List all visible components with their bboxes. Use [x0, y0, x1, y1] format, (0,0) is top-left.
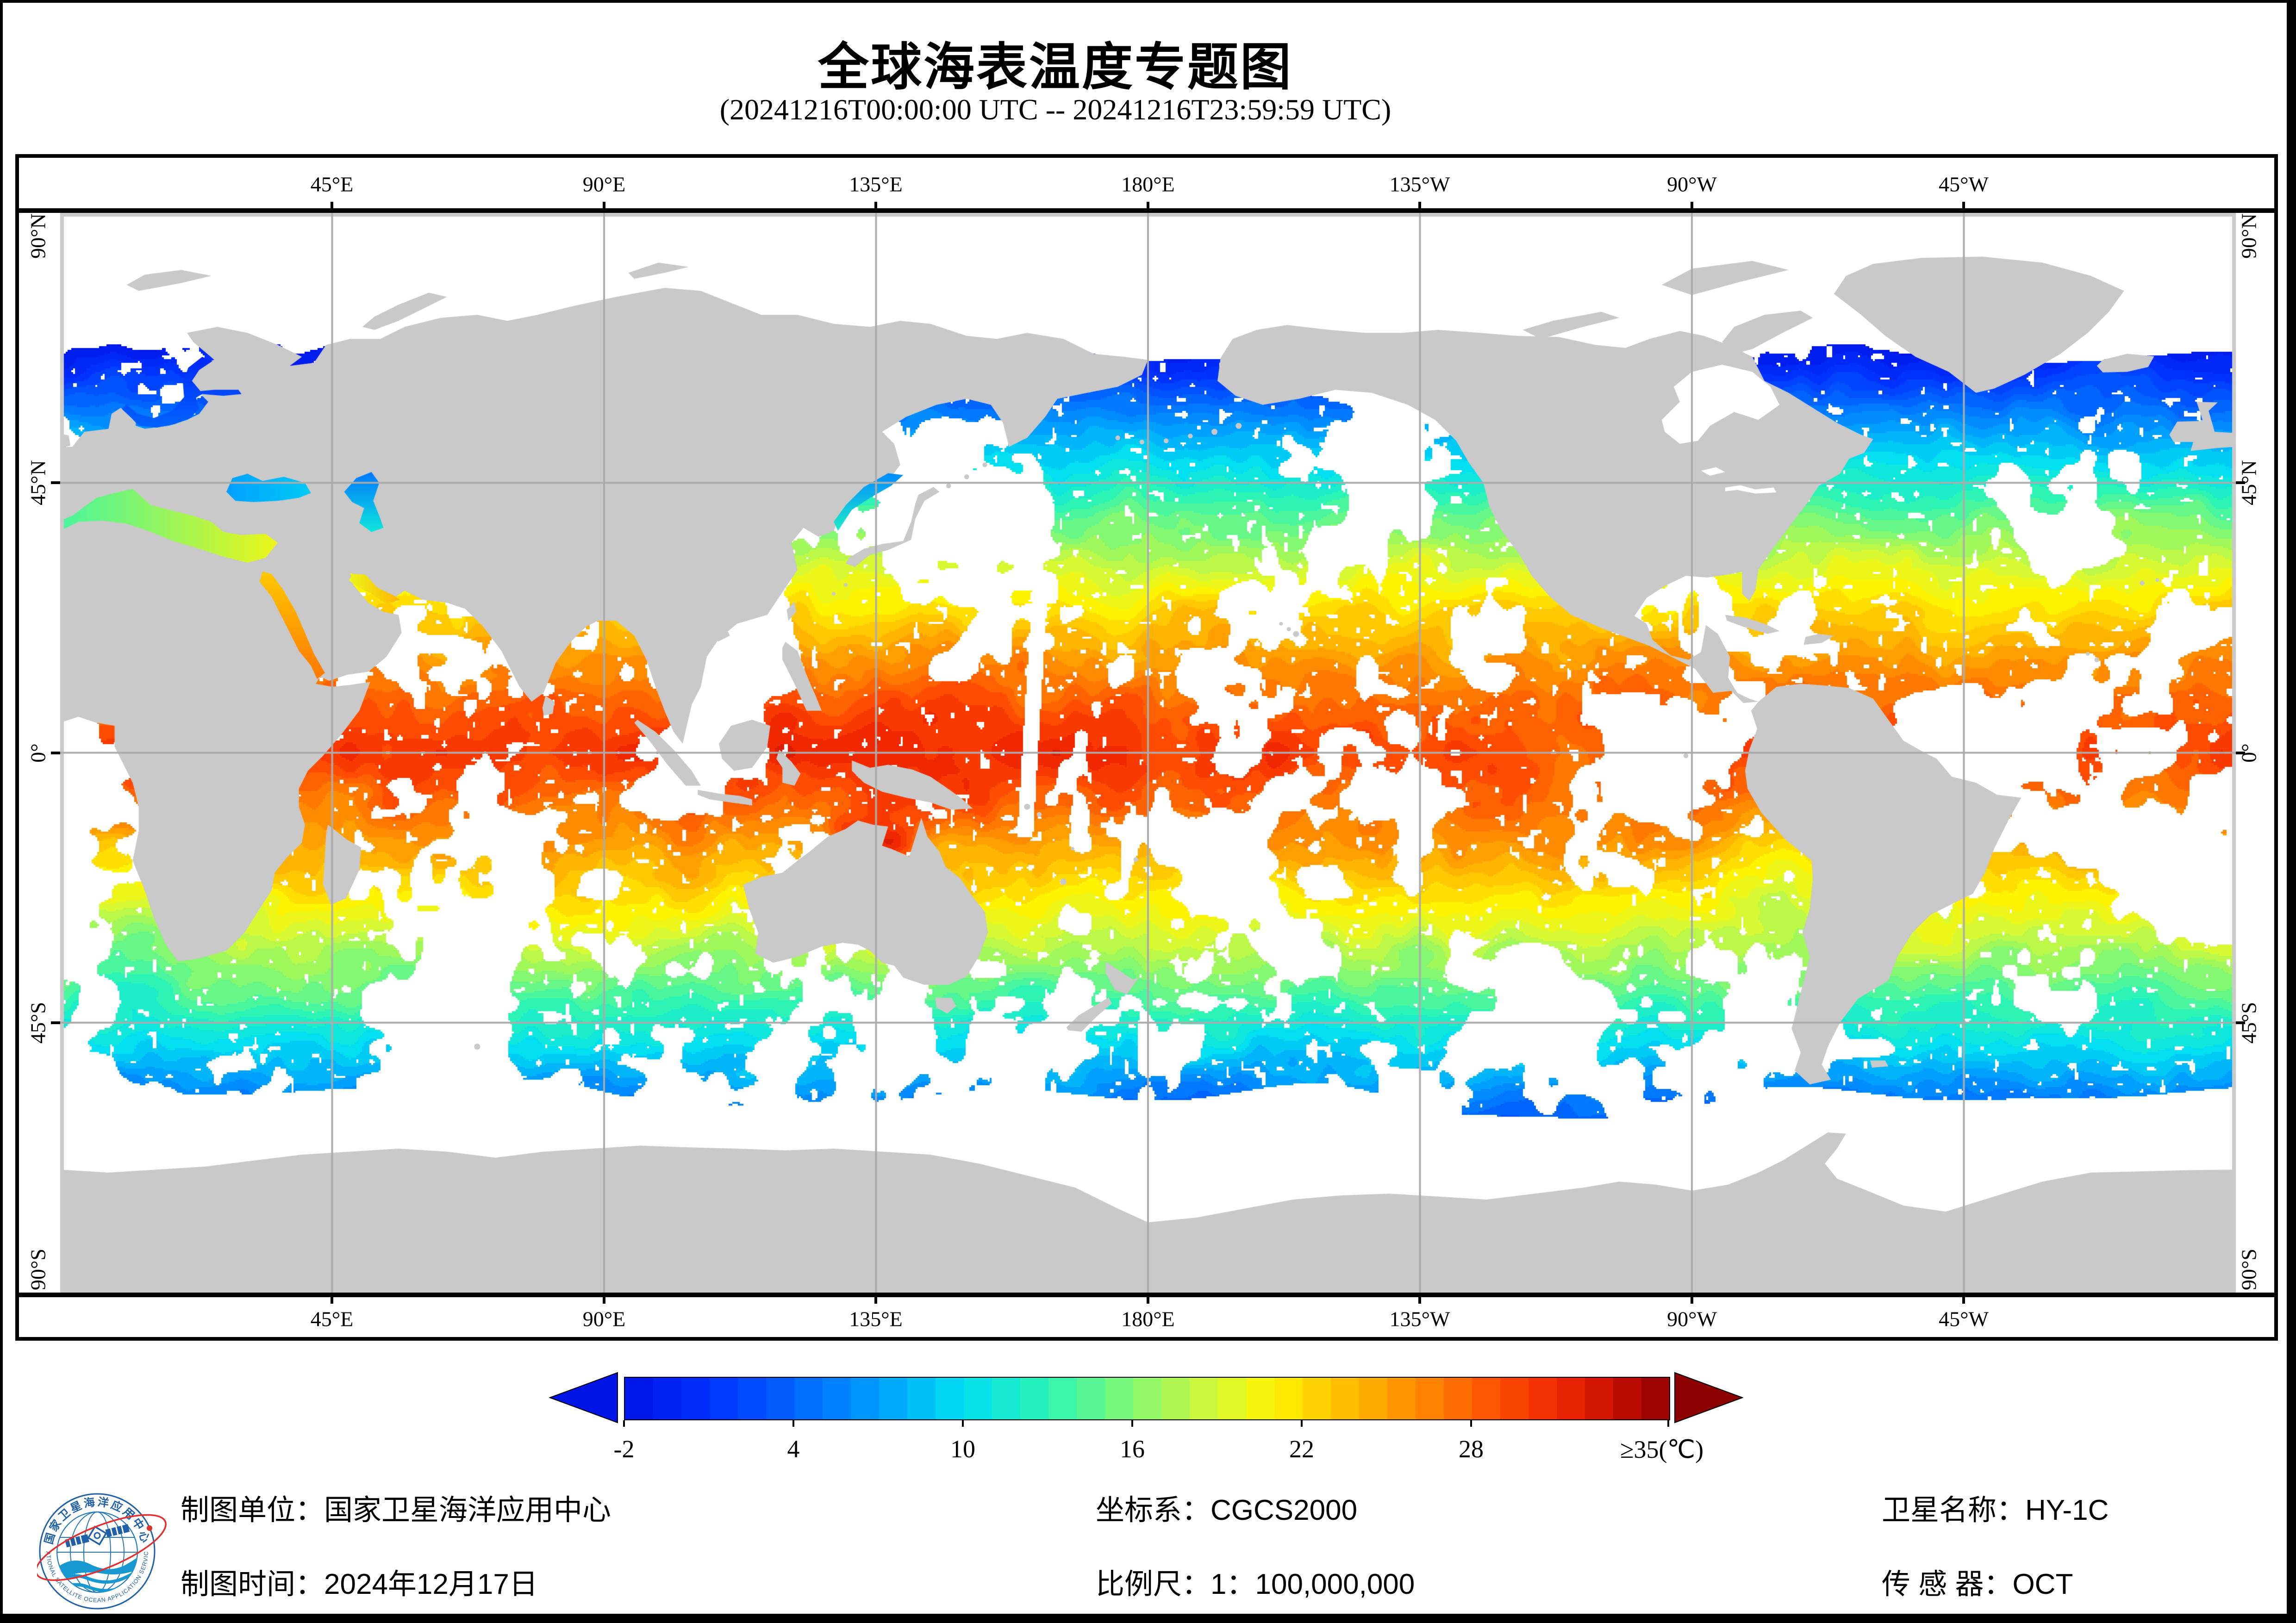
- tick-bot-45w: [1962, 1297, 1965, 1304]
- cbar-label-minus2: -2: [613, 1435, 635, 1463]
- colorbar-gradient: [624, 1377, 1670, 1420]
- cbar-label-ge35: ≥35(℃): [1620, 1436, 1704, 1463]
- cbar-label-16: 16: [1120, 1435, 1145, 1463]
- page-border-right: [2287, 0, 2296, 1623]
- cbar-tick-2: [962, 1420, 964, 1427]
- lon-label-top-135e: 135°E: [849, 172, 903, 196]
- lon-label-bot-45e: 45°E: [310, 1307, 354, 1331]
- page-subtitle: (20241216T00:00:00 UTC -- 20241216T23:59…: [719, 93, 1391, 126]
- tick-bot-135w: [1418, 1297, 1421, 1304]
- logo-wave-2: [56, 1568, 138, 1584]
- tick-top-45w: [1962, 202, 1965, 208]
- cbar-tick-5: [1470, 1420, 1472, 1427]
- lon-label-top-90w: 90°W: [1667, 172, 1717, 196]
- lon-label-bot-90w: 90°W: [1667, 1307, 1717, 1331]
- cbar-tick-0: [623, 1420, 625, 1427]
- tick-top-90w: [1691, 202, 1693, 208]
- footer-org-label: 制图单位：国家卫星海洋应用中心: [181, 1494, 611, 1526]
- footer-time-label: 制图时间：2024年12月17日: [181, 1568, 538, 1600]
- page-border-left: [0, 0, 3, 1623]
- lat-label-left-45s: 45°S: [26, 1002, 50, 1044]
- logo-orbit: [37, 1514, 167, 1581]
- page-border-top: [0, 0, 2296, 3]
- cbar-label-28: 28: [1459, 1435, 1484, 1463]
- lat-label-left-0: 0°: [26, 743, 50, 763]
- lon-label-top-135w: 135°W: [1389, 172, 1450, 196]
- lat-label-left-90s: 90°S: [26, 1249, 50, 1290]
- tick-bot-180e: [1147, 1297, 1149, 1304]
- lon-label-bot-90e: 90°E: [582, 1307, 626, 1331]
- colorbar-right-arrow-icon: [1674, 1372, 1743, 1424]
- footer-sensor-label: 传 感 器：OCT: [1882, 1568, 2073, 1600]
- page-title: 全球海表温度专题图: [818, 39, 1293, 96]
- cbar-tick-3: [1131, 1420, 1133, 1427]
- lat-label-right-90n: 90°N: [2237, 213, 2261, 259]
- lon-label-top-45e: 45°E: [310, 172, 354, 196]
- cbar-tick-6: [1667, 1420, 1669, 1427]
- tick-bot-45e: [331, 1297, 333, 1304]
- lon-label-bot-45w: 45°W: [1939, 1307, 1989, 1331]
- lon-label-top-45w: 45°W: [1939, 172, 1989, 196]
- cbar-label-10: 10: [950, 1435, 975, 1463]
- map-frame-bottom: [15, 1293, 2278, 1297]
- tick-right-45s: [2236, 1021, 2245, 1024]
- lon-label-bot-180e: 180°E: [1121, 1307, 1175, 1331]
- logo-wave-1: [56, 1556, 138, 1579]
- map-frame-top: [15, 208, 2278, 213]
- tick-right-45n: [2236, 481, 2245, 484]
- map-neatline-box: [15, 154, 2278, 1341]
- tick-bot-135e: [874, 1297, 877, 1304]
- cbar-label-22: 22: [1289, 1435, 1314, 1463]
- cbar-tick-1: [792, 1420, 794, 1427]
- tick-bot-90w: [1691, 1297, 1693, 1304]
- lon-label-bot-135w: 135°W: [1389, 1307, 1450, 1331]
- tick-top-180e: [1147, 202, 1149, 208]
- page-border-bottom: [0, 1614, 2296, 1623]
- tick-bot-90e: [603, 1297, 605, 1304]
- lat-label-left-90n: 90°N: [26, 213, 50, 259]
- tick-top-90e: [603, 202, 605, 208]
- tick-top-135w: [1418, 202, 1421, 208]
- logo-satellite-icon: [65, 1524, 130, 1548]
- tick-right-0: [2236, 752, 2245, 754]
- lon-label-top-90e: 90°E: [582, 172, 626, 196]
- tick-top-135e: [874, 202, 877, 208]
- tick-left-0: [51, 752, 60, 754]
- footer-scale-label: 比例尺：1：100,000,000: [1096, 1568, 1415, 1600]
- colorbar-left-arrow-icon: [549, 1372, 618, 1424]
- nsoas-logo: 国家卫星海洋应用中心 NATIONAL SATELLITE OCEAN APPL…: [37, 1491, 167, 1610]
- lat-label-left-45n: 45°N: [26, 460, 50, 505]
- lat-label-right-90s: 90°S: [2237, 1249, 2261, 1290]
- tick-left-45s: [51, 1021, 60, 1024]
- footer-satellite-label: 卫星名称：HY-1C: [1882, 1494, 2109, 1526]
- tick-top-45e: [331, 202, 333, 208]
- lon-label-top-180e: 180°E: [1121, 172, 1175, 196]
- cbar-label-4: 4: [787, 1435, 800, 1463]
- tick-left-45n: [51, 481, 60, 484]
- cbar-tick-4: [1301, 1420, 1303, 1427]
- sst-map-canvas: [60, 213, 2236, 1293]
- footer-crs-label: 坐标系：CGCS2000: [1096, 1494, 1358, 1526]
- lon-label-bot-135e: 135°E: [849, 1307, 903, 1331]
